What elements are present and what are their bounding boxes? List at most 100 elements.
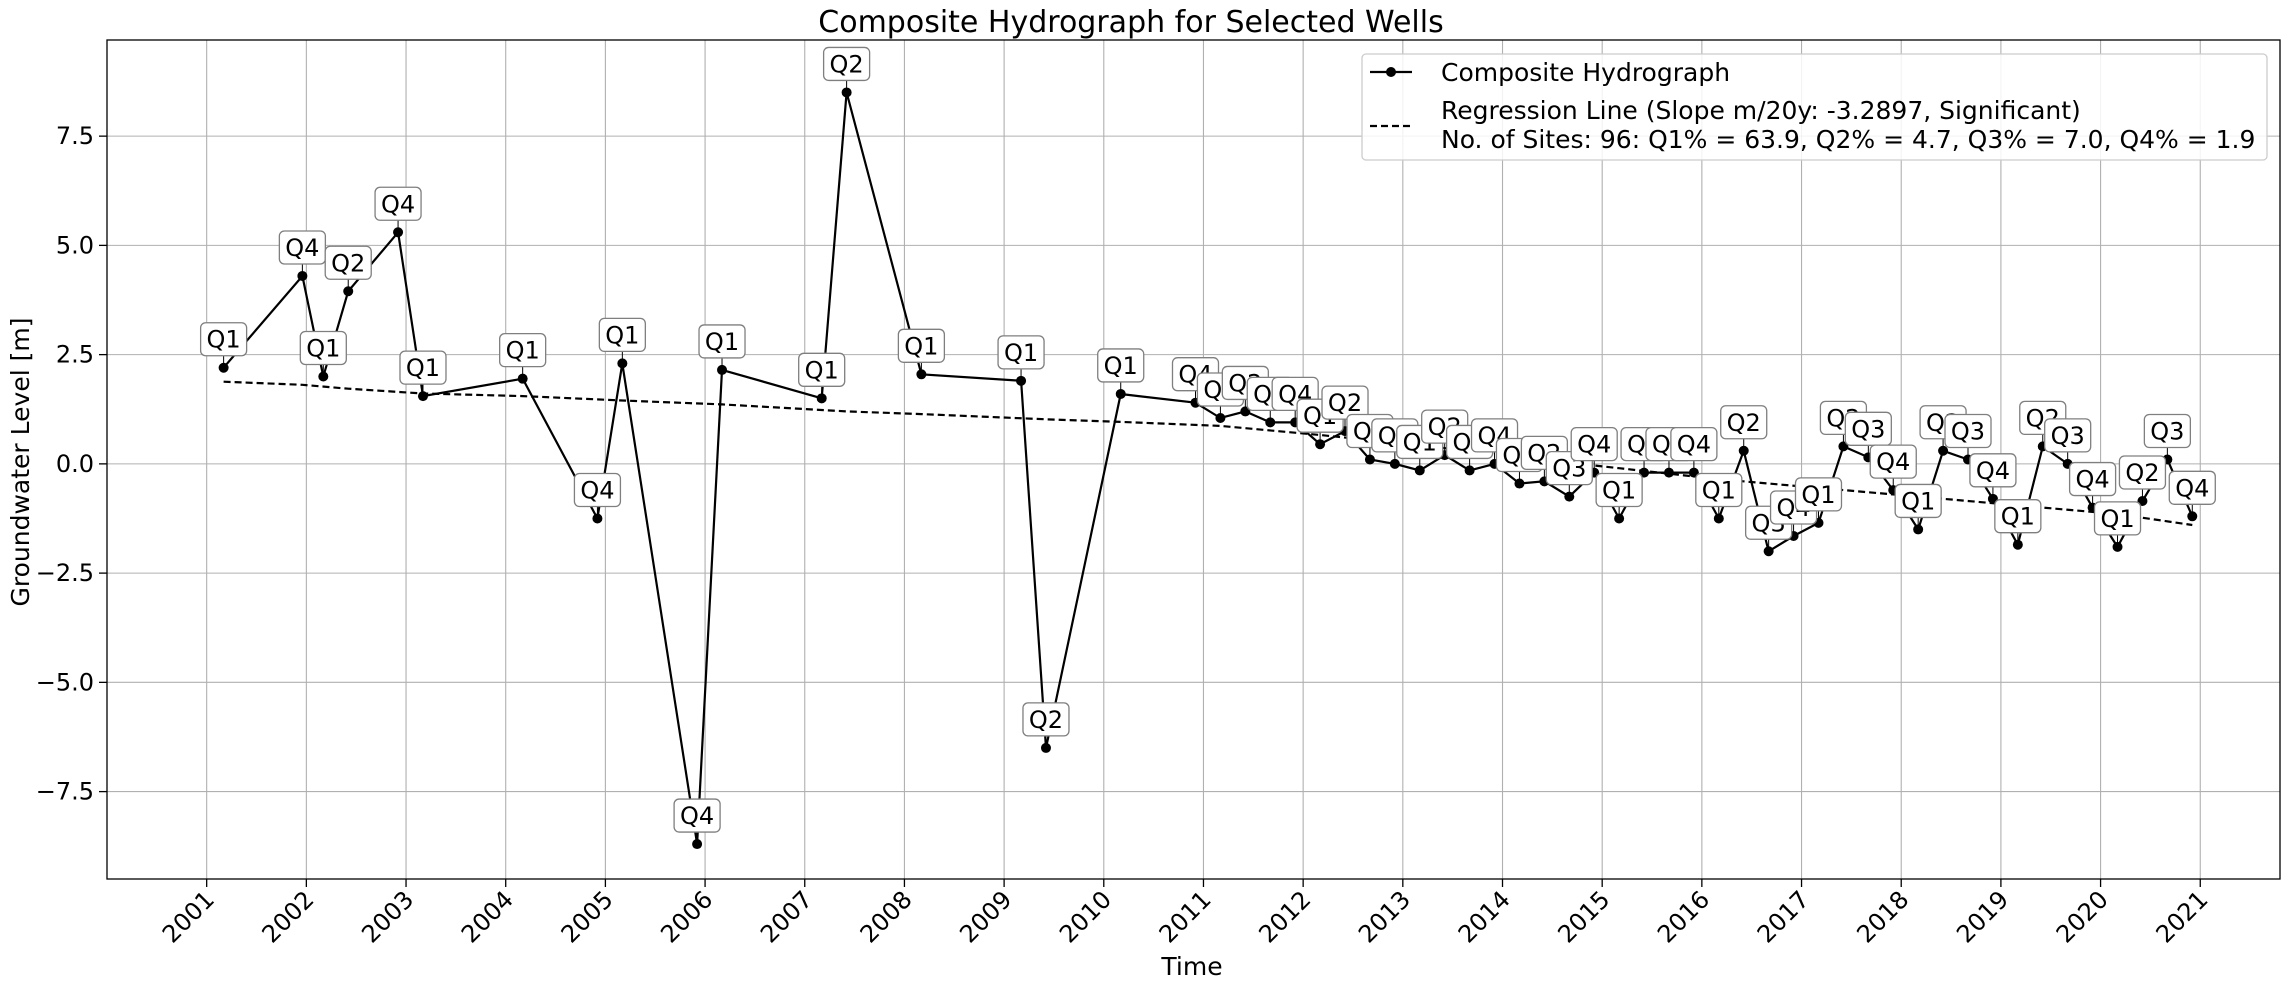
- annotation-label: Q4: [580, 476, 614, 504]
- hydrograph-point: [297, 270, 308, 281]
- annotation-box: [1321, 385, 1369, 420]
- hydrograph-point: [1315, 439, 1326, 450]
- quarter-annotation: Q4: [2168, 470, 2216, 513]
- annotation-box: [1944, 413, 1992, 449]
- annotation-label: Q3: [2051, 422, 2085, 450]
- quarter-annotation: Q2: [1022, 702, 1070, 744]
- hydrograph-point: [717, 364, 728, 375]
- quarter-annotation: Q1: [2093, 501, 2142, 543]
- annotation-box: [2044, 418, 2092, 453]
- x-axis-label: Time: [1160, 952, 1222, 981]
- annotation-label: Q1: [1602, 476, 1636, 504]
- annotation-box: [2118, 455, 2167, 490]
- annotation-box: [897, 328, 946, 363]
- quarter-annotation: Q1: [997, 335, 1045, 377]
- annotation-label: Q2: [1328, 389, 1362, 417]
- hydrograph-point: [1738, 445, 1749, 456]
- quarter-annotation: Q1: [798, 352, 846, 395]
- quarter-annotation: Q3: [1944, 413, 1992, 456]
- annotation-label: Q1: [2001, 503, 2035, 531]
- annotation-label: Q4: [1577, 431, 1611, 459]
- hydrograph-point: [1115, 388, 1126, 399]
- quarter-annotation: Q1: [299, 330, 347, 373]
- annotation-box: [2093, 501, 2142, 536]
- annotation-box: [573, 472, 622, 508]
- y-tick-label: −7.5: [36, 778, 94, 806]
- quarter-annotation: Q1: [1994, 499, 2042, 541]
- hydrograph-point: [343, 286, 354, 297]
- annotation-label: Q1: [805, 356, 839, 384]
- hydrograph-point: [1215, 412, 1226, 423]
- hydrograph-point: [1913, 524, 1924, 535]
- annotation-label: Q1: [1702, 476, 1736, 504]
- hydrograph-point: [1938, 445, 1949, 456]
- hydrograph-point: [1265, 417, 1276, 428]
- y-tick-label: −5.0: [36, 668, 94, 696]
- quarter-annotation: Q3: [2044, 418, 2092, 460]
- quarter-annotation: Q4: [374, 186, 422, 229]
- annotation-box: [1994, 499, 2042, 534]
- hydrograph-point: [2112, 541, 2123, 552]
- hydrograph-point: [592, 513, 603, 524]
- annotation-label: Q4: [680, 802, 714, 830]
- annotation-label: Q2: [2125, 459, 2159, 487]
- quarter-annotation: Q4: [673, 798, 721, 841]
- hydrograph-point: [1389, 458, 1400, 469]
- annotation-box: [1097, 348, 1145, 383]
- legend-marker-composite: [1386, 67, 1396, 77]
- annotation-box: [324, 245, 372, 280]
- hydrograph-point: [841, 87, 852, 98]
- quarter-annotation: Q1: [897, 328, 946, 371]
- annotation-box: [673, 798, 721, 833]
- hydrograph-point: [318, 371, 329, 382]
- grid: [107, 40, 2280, 879]
- quarter-annotation: Q3: [1844, 411, 1892, 454]
- y-tick-label: 2.5: [56, 341, 94, 369]
- quarter-annotation: Q4: [2068, 461, 2117, 504]
- annotation-label: Q1: [1901, 487, 1935, 515]
- annotation-box: [1794, 477, 1843, 512]
- quarter-annotation: Q1: [1595, 472, 1643, 515]
- legend-label-regression: Regression Line (Slope m/20y: -3.2897, S…: [1441, 96, 2081, 125]
- annotation-box: [2143, 413, 2192, 449]
- quarter-annotation: Q4: [1670, 426, 1718, 469]
- annotation-box: [1844, 411, 1892, 446]
- annotation-label: Q3: [2150, 418, 2184, 446]
- y-tick-label: 0.0: [56, 450, 94, 478]
- annotation-label: Q2: [331, 249, 365, 277]
- quarter-annotation: Q2: [822, 46, 871, 89]
- hydrograph-point: [1763, 546, 1774, 557]
- annotation-box: [278, 230, 327, 265]
- hydrograph-point: [2187, 511, 2198, 522]
- annotation-label: Q2: [830, 50, 864, 78]
- hydrograph-point: [1713, 513, 1724, 524]
- annotation-box: [997, 335, 1045, 370]
- annotation-label: Q4: [2175, 474, 2209, 502]
- annotation-label: Q1: [2100, 505, 2134, 533]
- annotation-box: [1695, 472, 1743, 508]
- y-tick-label: 7.5: [56, 122, 94, 150]
- chart-title: Composite Hydrograph for Selected Wells: [818, 5, 1443, 40]
- annotation-box: [822, 46, 871, 82]
- annotation-box: [1670, 426, 1718, 462]
- hydrograph-point: [417, 391, 428, 402]
- annotation-label: Q1: [605, 321, 639, 349]
- annotation-label: Q1: [1801, 481, 1835, 509]
- plot-area-frame: [106, 39, 2281, 880]
- y-axis-label: Groundwater Level [m]: [6, 318, 35, 607]
- hydrograph-point: [816, 393, 827, 404]
- quarter-annotation: Q1: [698, 324, 746, 366]
- annotation-box: [1869, 444, 1917, 479]
- hydrograph-point: [1414, 465, 1425, 476]
- annotation-box: [2168, 470, 2216, 505]
- quarter-annotation: Q1: [399, 350, 447, 393]
- hydrograph-point: [1663, 467, 1674, 478]
- quarter-annotation: Q1: [1794, 477, 1843, 519]
- hydrograph-point: [218, 362, 229, 373]
- hydrograph-point: [1464, 465, 1475, 476]
- y-tick-label: −2.5: [36, 559, 94, 587]
- annotation-box: [1720, 405, 1768, 440]
- hydrograph-layer: [218, 87, 2198, 850]
- hydrograph-point: [1364, 454, 1375, 465]
